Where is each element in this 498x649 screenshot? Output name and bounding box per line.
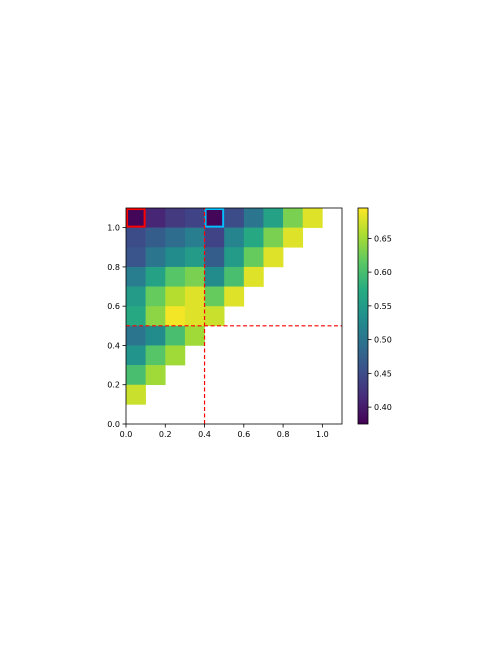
heatmap-cell: [184, 286, 205, 307]
heatmap-cell: [224, 227, 245, 248]
heatmap-cell: [263, 247, 284, 268]
heatmap-cell: [224, 247, 245, 268]
colorbar-gradient: [358, 208, 368, 424]
x-tick-label: 0.6: [237, 430, 250, 439]
heatmap-cell: [165, 208, 186, 228]
plot-frame: [125, 207, 343, 425]
heatmap-cell: [165, 286, 186, 307]
x-axis: 0.0 0.2 0.4 0.6 0.8 1.0: [120, 424, 329, 439]
y-tick-label: 0.8: [107, 263, 120, 272]
heatmap-cell: [184, 325, 205, 346]
heatmap-cell: [243, 266, 264, 287]
y-tick-label: 0.6: [107, 302, 120, 311]
heatmap-cell: [126, 247, 146, 268]
heatmap-cell: [145, 208, 166, 228]
colorbar: 0.40 0.45 0.50 0.55 0.60 0.65: [357, 207, 392, 425]
heatmap-cell: [165, 345, 186, 366]
heatmap-cell: [184, 227, 205, 248]
heatmap-cell: [165, 247, 186, 268]
highlight-box: [126, 208, 146, 228]
heatmap-cell: [243, 208, 264, 228]
y-tick-label: 0.4: [107, 341, 120, 350]
heatmap-cell: [126, 208, 146, 228]
heatmap-cell: [145, 266, 166, 287]
heatmap-cell: [165, 325, 186, 346]
heatmap-cell: [204, 227, 225, 248]
heatmap-cell: [145, 345, 166, 366]
heatmap-cell: [243, 227, 264, 248]
heatmap-cell: [184, 306, 205, 327]
heatmap-cell: [126, 286, 146, 307]
heatmap-cell: [126, 325, 146, 346]
heatmap-cells: [126, 208, 323, 405]
colorbar-tick-label: 0.55: [374, 302, 392, 311]
heatmap-cell: [263, 208, 284, 228]
heatmap-cell: [145, 247, 166, 268]
colorbar-tick-label: 0.65: [374, 234, 392, 243]
y-tick-label: 1.0: [107, 224, 120, 233]
x-tick-label: 0.2: [159, 430, 172, 439]
heatmap-cell: [145, 325, 166, 346]
heatmap-cell: [145, 306, 166, 327]
heatmap-cell: [283, 208, 304, 228]
colorbar-tick-label: 0.50: [374, 336, 392, 345]
heatmap-cell: [126, 365, 146, 386]
heatmap-cell: [165, 227, 186, 248]
heatmap-cell: [145, 286, 166, 307]
y-tick-label: 0.0: [107, 420, 120, 429]
heatmap-cell: [302, 208, 323, 228]
heatmap-cell: [224, 208, 245, 228]
heatmap-cell: [224, 266, 245, 287]
heatmap-cell: [243, 247, 264, 268]
colorbar-tick-label: 0.40: [374, 403, 392, 412]
heatmap-cell: [184, 247, 205, 268]
colorbar-tick-label: 0.45: [374, 369, 392, 378]
heatmap-cell: [204, 306, 225, 327]
colorbar-tick-label: 0.60: [374, 268, 392, 277]
heatmap-cell: [145, 227, 166, 248]
y-axis: 0.0 0.2 0.4 0.6 0.8 1.0: [107, 224, 126, 429]
heatmap-cell: [184, 208, 205, 228]
heatmap-cell: [126, 306, 146, 327]
heatmap-cell: [204, 247, 225, 268]
heatmap-cell: [145, 365, 166, 386]
heatmap-cell: [126, 266, 146, 287]
heatmap-cell: [126, 227, 146, 248]
heatmap-cell: [126, 345, 146, 366]
heatmap-cell: [263, 227, 284, 248]
reference-lines: [126, 208, 342, 424]
y-tick-label: 0.2: [107, 381, 120, 390]
heatmap-cell: [165, 266, 186, 287]
colorbar-axis: 0.40 0.45 0.50 0.55 0.60 0.65: [368, 234, 392, 412]
heatmap-cell: [184, 266, 205, 287]
heatmap-cell: [283, 227, 304, 248]
x-tick-label: 0.8: [277, 430, 290, 439]
heatmap-cell: [204, 208, 225, 228]
colorbar-frame: [357, 207, 369, 425]
heatmap-cell: [204, 266, 225, 287]
highlight-boxes: [126, 208, 225, 228]
heatmap-cell: [204, 286, 225, 307]
x-tick-label: 0.0: [120, 430, 133, 439]
highlight-box: [204, 208, 225, 228]
x-tick-label: 0.4: [198, 430, 211, 439]
heatmap-cell: [224, 286, 245, 307]
heatmap-cell: [165, 306, 186, 327]
heatmap-cell: [126, 384, 146, 405]
x-tick-label: 1.0: [316, 430, 329, 439]
